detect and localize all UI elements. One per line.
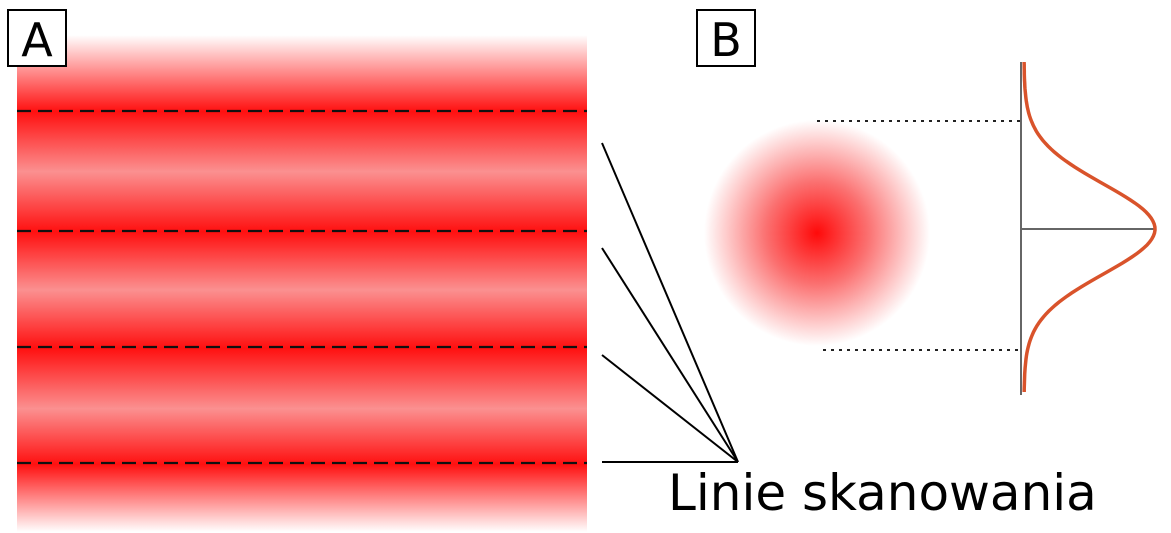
annotation: Linie skanowania (668, 464, 1097, 522)
panel-label: A (21, 13, 53, 67)
beam-spot (704, 120, 930, 346)
panel-label: B (710, 13, 742, 67)
beam-stripes (17, 35, 587, 532)
intensity-profile (1024, 62, 1155, 392)
diagram: A B Linie skanowania (0, 0, 1171, 533)
